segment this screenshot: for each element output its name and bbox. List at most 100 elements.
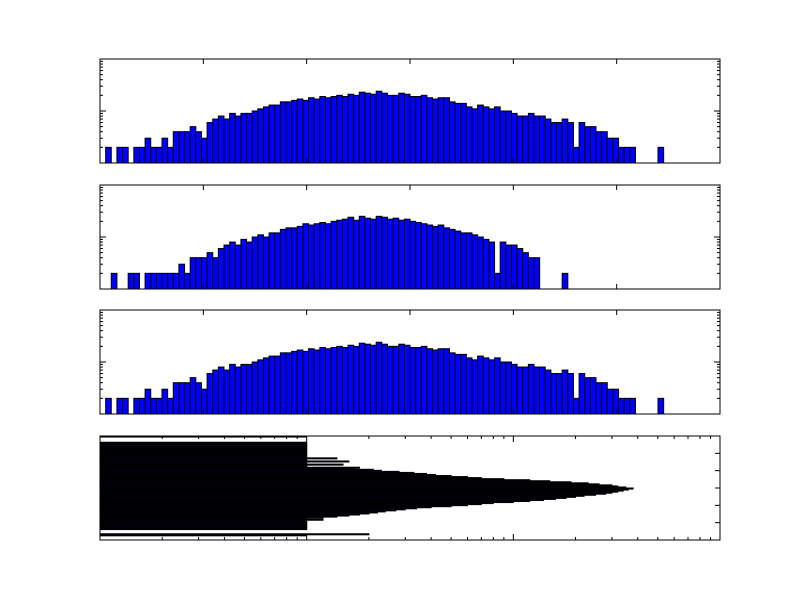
histogram-bar xyxy=(313,223,321,290)
histogram-bar xyxy=(313,98,321,164)
histogram-bar xyxy=(99,534,308,537)
histogram-bar xyxy=(217,366,225,415)
histogram-bar xyxy=(223,118,231,164)
histogram-bar xyxy=(296,349,304,415)
histogram-bar xyxy=(516,115,524,164)
histogram-bar xyxy=(556,122,563,164)
histogram-bar xyxy=(195,131,202,164)
histogram-bar xyxy=(189,257,197,290)
histogram-bar xyxy=(448,228,456,290)
histogram-bar xyxy=(302,350,310,415)
histogram-bar xyxy=(533,366,541,415)
histogram-bar xyxy=(403,218,411,290)
histogram-bar xyxy=(454,230,462,290)
histogram-bar xyxy=(285,227,293,290)
histogram-bar xyxy=(296,98,304,164)
histogram-bar xyxy=(505,244,512,290)
histogram-bar xyxy=(262,357,270,415)
histogram-bar xyxy=(341,96,349,164)
histogram-bar xyxy=(415,347,422,415)
histogram-bar xyxy=(155,146,163,164)
histogram-bar xyxy=(381,92,388,164)
histogram-bar xyxy=(494,272,501,290)
histogram-bar xyxy=(353,219,360,290)
histogram-bar xyxy=(206,373,214,415)
panel-4 xyxy=(99,435,721,541)
histogram-bar xyxy=(200,257,208,290)
histogram-bar xyxy=(567,373,574,415)
histogram-bar xyxy=(364,343,372,415)
histogram-bar xyxy=(330,96,338,164)
histogram-bar xyxy=(465,232,473,290)
histogram-bar xyxy=(629,146,636,164)
histogram-bar xyxy=(601,382,608,415)
histogram-bar xyxy=(358,342,366,415)
histogram-bar xyxy=(618,146,625,164)
histogram-bar xyxy=(448,352,456,415)
histogram-bar xyxy=(262,106,270,164)
histogram-bar xyxy=(623,146,631,164)
histogram-bar xyxy=(251,236,259,290)
bars xyxy=(110,215,569,290)
histogram-bar xyxy=(460,232,467,290)
histogram-bar xyxy=(274,104,281,164)
histogram-bar xyxy=(578,122,586,164)
histogram-bar xyxy=(471,359,479,415)
histogram-bar xyxy=(398,343,405,415)
histogram-bar xyxy=(324,97,332,164)
histogram-bar xyxy=(392,217,400,290)
histogram-bar xyxy=(482,106,490,164)
histogram-bar xyxy=(522,252,529,290)
histogram-bar xyxy=(217,248,225,290)
histogram-bar xyxy=(313,349,321,415)
histogram-bar xyxy=(330,220,338,290)
histogram-bar xyxy=(336,219,343,290)
histogram-bar xyxy=(262,236,270,290)
histogram-bar xyxy=(127,272,135,290)
histogram-bar xyxy=(195,257,202,290)
histogram-bar xyxy=(426,97,434,164)
histogram-bar xyxy=(601,131,608,164)
histogram-bar xyxy=(544,369,552,415)
histogram-bar xyxy=(533,115,541,164)
histogram-bar xyxy=(167,272,174,290)
histogram-bar xyxy=(122,146,129,164)
histogram-bar xyxy=(172,382,180,415)
histogram-bar xyxy=(561,118,569,164)
histogram-bar xyxy=(533,257,541,290)
histogram-bar xyxy=(268,104,276,164)
histogram-bar xyxy=(308,97,315,164)
histogram-bar xyxy=(375,90,383,164)
histogram-bar xyxy=(505,361,512,415)
histogram-bar xyxy=(420,223,428,290)
histogram-bar xyxy=(527,257,535,290)
histogram-bar xyxy=(448,101,456,164)
histogram-bar xyxy=(618,397,625,415)
histogram-bar xyxy=(161,388,169,415)
histogram-bar xyxy=(460,102,467,164)
histogram-bar xyxy=(200,137,208,164)
histogram-bar xyxy=(358,215,366,290)
histogram-bar xyxy=(268,232,276,290)
histogram-bar xyxy=(375,341,383,415)
histogram-bar xyxy=(398,219,405,290)
histogram-bar xyxy=(539,366,546,415)
histogram-bar xyxy=(364,92,372,164)
histogram-bar xyxy=(274,232,281,290)
histogram-bar xyxy=(133,146,140,164)
histogram-bar xyxy=(527,112,535,164)
histogram-bar xyxy=(353,345,360,415)
histogram-bar xyxy=(584,377,591,415)
histogram-bar xyxy=(370,93,377,164)
histogram-bar xyxy=(426,348,434,415)
histogram-bar xyxy=(477,355,484,415)
histogram-bar xyxy=(319,96,326,164)
histogram-bar xyxy=(184,382,191,415)
histogram-bar xyxy=(116,146,124,164)
histogram-bar xyxy=(403,93,411,164)
histogram-bar xyxy=(432,98,439,164)
histogram-bar xyxy=(589,126,597,164)
histogram-bar xyxy=(172,272,180,290)
histogram-bar xyxy=(189,126,197,164)
histogram-bar xyxy=(150,146,157,164)
